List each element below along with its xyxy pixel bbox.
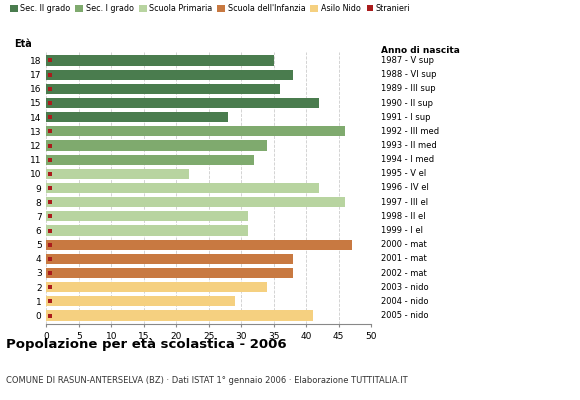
Text: 2001 - mat: 2001 - mat: [381, 254, 427, 263]
Text: 1994 - I med: 1994 - I med: [381, 155, 434, 164]
Text: 2005 - nido: 2005 - nido: [381, 311, 429, 320]
Bar: [46, 55, 274, 66]
Bar: [46, 98, 319, 108]
Bar: [46, 140, 267, 150]
Bar: [46, 282, 267, 292]
Bar: [46, 84, 280, 94]
Bar: [46, 169, 189, 179]
Text: 1992 - III med: 1992 - III med: [381, 127, 439, 136]
Bar: [46, 240, 351, 250]
Text: 2004 - nido: 2004 - nido: [381, 297, 429, 306]
Bar: [46, 126, 345, 136]
Bar: [46, 211, 248, 222]
Text: Anno di nascita: Anno di nascita: [381, 46, 460, 55]
Text: 2000 - mat: 2000 - mat: [381, 240, 427, 249]
Bar: [46, 70, 293, 80]
Text: 1996 - IV el: 1996 - IV el: [381, 184, 429, 192]
Text: Età: Età: [14, 39, 32, 49]
Text: 1993 - II med: 1993 - II med: [381, 141, 437, 150]
Bar: [46, 254, 293, 264]
Bar: [46, 154, 254, 165]
Text: 1998 - II el: 1998 - II el: [381, 212, 426, 221]
Text: 2003 - nido: 2003 - nido: [381, 283, 429, 292]
Bar: [46, 310, 313, 321]
Text: 1999 - I el: 1999 - I el: [381, 226, 423, 235]
Text: 1995 - V el: 1995 - V el: [381, 169, 426, 178]
Text: 1989 - III sup: 1989 - III sup: [381, 84, 436, 93]
Text: COMUNE DI RASUN-ANTERSELVA (BZ) · Dati ISTAT 1° gennaio 2006 · Elaborazione TUTT: COMUNE DI RASUN-ANTERSELVA (BZ) · Dati I…: [6, 376, 407, 385]
Text: 1997 - III el: 1997 - III el: [381, 198, 428, 207]
Legend: Sec. II grado, Sec. I grado, Scuola Primaria, Scuola dell'Infanzia, Asilo Nido, : Sec. II grado, Sec. I grado, Scuola Prim…: [10, 4, 411, 13]
Bar: [46, 112, 229, 122]
Bar: [46, 268, 293, 278]
Bar: [46, 296, 235, 306]
Bar: [46, 183, 319, 193]
Bar: [46, 197, 345, 207]
Text: 1987 - V sup: 1987 - V sup: [381, 56, 434, 65]
Text: 2002 - mat: 2002 - mat: [381, 268, 427, 278]
Text: Popolazione per età scolastica - 2006: Popolazione per età scolastica - 2006: [6, 338, 287, 351]
Text: 1991 - I sup: 1991 - I sup: [381, 113, 430, 122]
Text: 1990 - II sup: 1990 - II sup: [381, 98, 433, 108]
Text: 1988 - VI sup: 1988 - VI sup: [381, 70, 436, 79]
Bar: [46, 225, 248, 236]
